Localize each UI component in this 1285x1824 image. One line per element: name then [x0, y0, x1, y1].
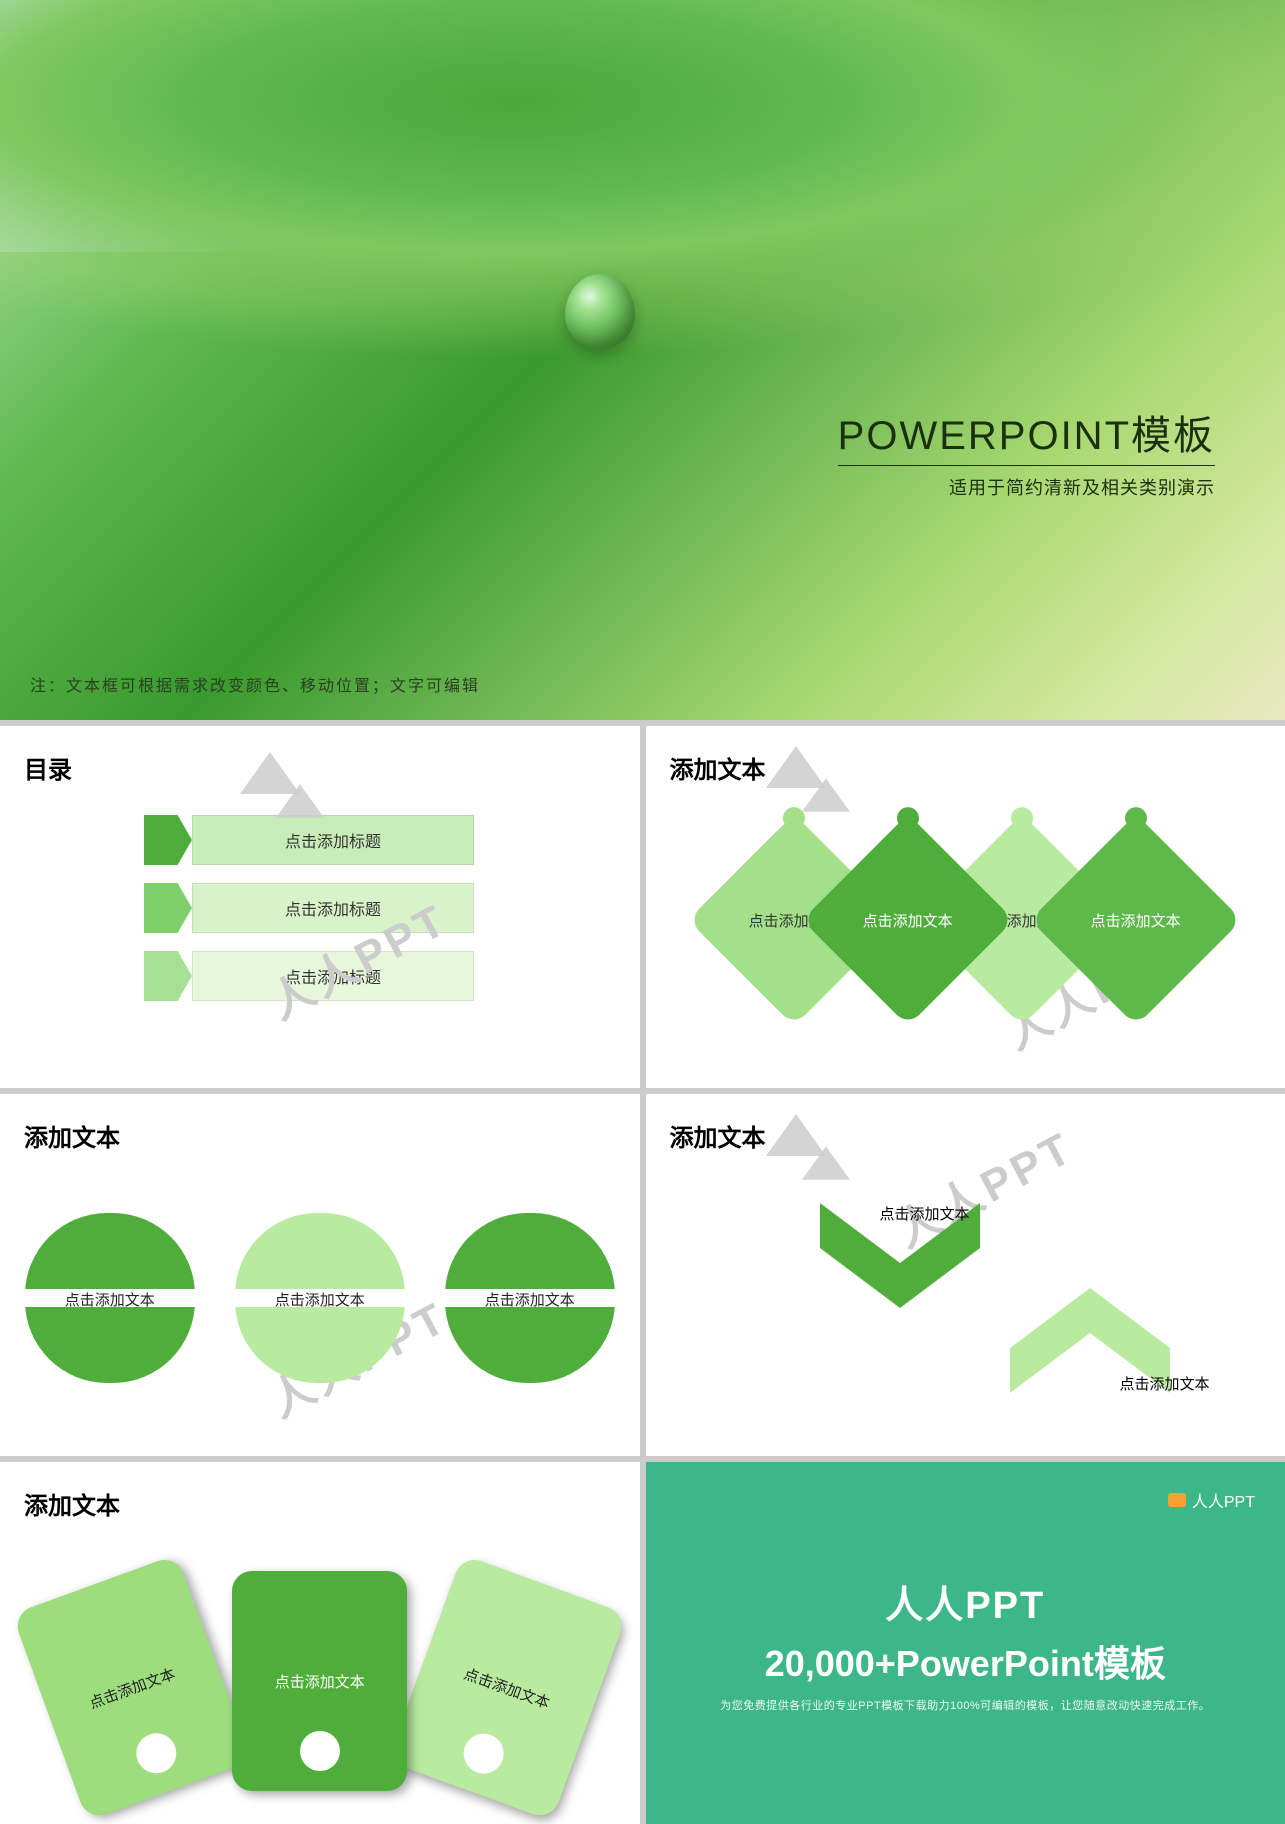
- logo-text: 人人PPT: [1192, 1488, 1255, 1512]
- slide-title: 添加文本: [670, 1118, 1262, 1153]
- watermark-arrow-icon: [802, 778, 850, 812]
- chevron-wrap: 点击添加文本点击添加文本: [670, 1173, 1262, 1423]
- logo-icon: [1168, 1493, 1186, 1507]
- circle-bottom-half: [25, 1301, 195, 1383]
- diamond-label: 点击添加文本: [863, 909, 953, 930]
- slide-toc: 人人PPT 目录 点击添加标题 点击添加标题 点击添加标题: [0, 726, 640, 1088]
- hero-note: 注：文本框可根据需求改变颜色、移动位置；文字可编辑: [30, 672, 480, 696]
- diamond-tab-icon: [1007, 803, 1038, 834]
- diamond-row: 点击添加文本点击添加文本点击添加文本点击添加文本: [670, 845, 1262, 995]
- fan-card-hole-icon: [130, 1728, 181, 1779]
- watermark-arrow-icon: [276, 784, 324, 818]
- slide-title: 添加文本: [24, 1118, 616, 1153]
- closing-sub: 为您免费提供各行业的专业PPT模板下载助力100%可编辑的模板，让您随意改动快速…: [720, 1697, 1210, 1713]
- closing-logo: 人人PPT: [1168, 1488, 1255, 1512]
- slide-title: 添加文本: [24, 1486, 616, 1521]
- circle-bottom-half: [235, 1301, 405, 1383]
- slide-title: 添加文本: [670, 750, 1262, 785]
- slide-closing: 人人PPT 人人PPT 20,000+PowerPoint模板 为您免费提供各行…: [646, 1462, 1285, 1824]
- circle-label: 点击添加文本: [235, 1289, 405, 1307]
- closing-count: 20,000+PowerPoint模板: [765, 1635, 1166, 1687]
- diamond-item[interactable]: 点击添加文本: [802, 814, 1014, 1026]
- diamond-tab-icon: [893, 803, 924, 834]
- split-circle[interactable]: 点击添加文本: [445, 1213, 615, 1383]
- hero-subtitle: 适用于简约清新及相关类别演示: [838, 474, 1215, 500]
- hero-title-block: POWERPOINT模板 适用于简约清新及相关类别演示: [838, 403, 1215, 500]
- diamond-tab-icon: [1121, 803, 1152, 834]
- fan-card-label: 点击添加文本: [275, 1671, 365, 1692]
- toc-item-label: 点击添加标题: [192, 883, 474, 933]
- circle-label: 点击添加文本: [25, 1289, 195, 1307]
- toc-item[interactable]: 点击添加标题: [144, 883, 474, 933]
- fan-wrap: 点击添加文本 点击添加文本 点击添加文本: [24, 1551, 616, 1824]
- hero-slide: POWERPOINT模板 适用于简约清新及相关类别演示 注：文本框可根据需求改变…: [0, 0, 1285, 720]
- fan-card-hole-icon: [458, 1728, 509, 1779]
- toc-arrow-icon: [144, 883, 192, 933]
- closing-brand: 人人PPT: [885, 1574, 1045, 1629]
- toc-list: 点击添加标题 点击添加标题 点击添加标题: [144, 815, 616, 1001]
- circle-label: 点击添加文本: [445, 1289, 615, 1307]
- fan-card-hole-icon: [300, 1731, 340, 1771]
- fan-card-label: 点击添加文本: [86, 1662, 178, 1713]
- circle-row: 点击添加文本 点击添加文本 点击添加文本: [24, 1213, 616, 1383]
- hero-title: POWERPOINT模板: [838, 403, 1215, 461]
- toc-item[interactable]: 点击添加标题: [144, 815, 474, 865]
- hero-title-underline: [838, 465, 1215, 466]
- toc-item-label: 点击添加标题: [192, 951, 474, 1001]
- fan-card[interactable]: 点击添加文本: [12, 1554, 252, 1821]
- chevron-label: 点击添加文本: [880, 1203, 970, 1224]
- slide-chevrons: 人人PPT 添加文本 点击添加文本点击添加文本: [646, 1094, 1285, 1456]
- slide-grid: POWERPOINT模板 适用于简约清新及相关类别演示 注：文本框可根据需求改变…: [0, 0, 1285, 1824]
- toc-arrow-icon: [144, 815, 192, 865]
- toc-arrow-icon: [144, 951, 192, 1001]
- fan-card-label: 点击添加文本: [461, 1662, 553, 1713]
- toc-item-label: 点击添加标题: [192, 815, 474, 865]
- circle-top-half: [445, 1213, 615, 1295]
- slide-diamonds: 人人PPT 添加文本 点击添加文本点击添加文本点击添加文本点击添加文本: [646, 726, 1285, 1088]
- split-circle[interactable]: 点击添加文本: [235, 1213, 405, 1383]
- diamond-item[interactable]: 点击添加文本: [1030, 814, 1242, 1026]
- diamond-label: 点击添加文本: [1091, 909, 1181, 930]
- toc-item[interactable]: 点击添加标题: [144, 951, 474, 1001]
- slide-fan-cards: 添加文本 点击添加文本 点击添加文本 点击添加文本: [0, 1462, 640, 1824]
- chevron-label: 点击添加文本: [1120, 1373, 1210, 1394]
- slide-circles: 人人PPT 添加文本 点击添加文本 点击添加文本 点击添加文本: [0, 1094, 640, 1456]
- split-circle[interactable]: 点击添加文本: [25, 1213, 195, 1383]
- fan-card[interactable]: 点击添加文本: [232, 1571, 407, 1791]
- circle-bottom-half: [445, 1301, 615, 1383]
- circle-top-half: [235, 1213, 405, 1295]
- slide-title: 目录: [24, 750, 616, 785]
- circle-top-half: [25, 1213, 195, 1295]
- fan-card[interactable]: 点击添加文本: [388, 1554, 628, 1821]
